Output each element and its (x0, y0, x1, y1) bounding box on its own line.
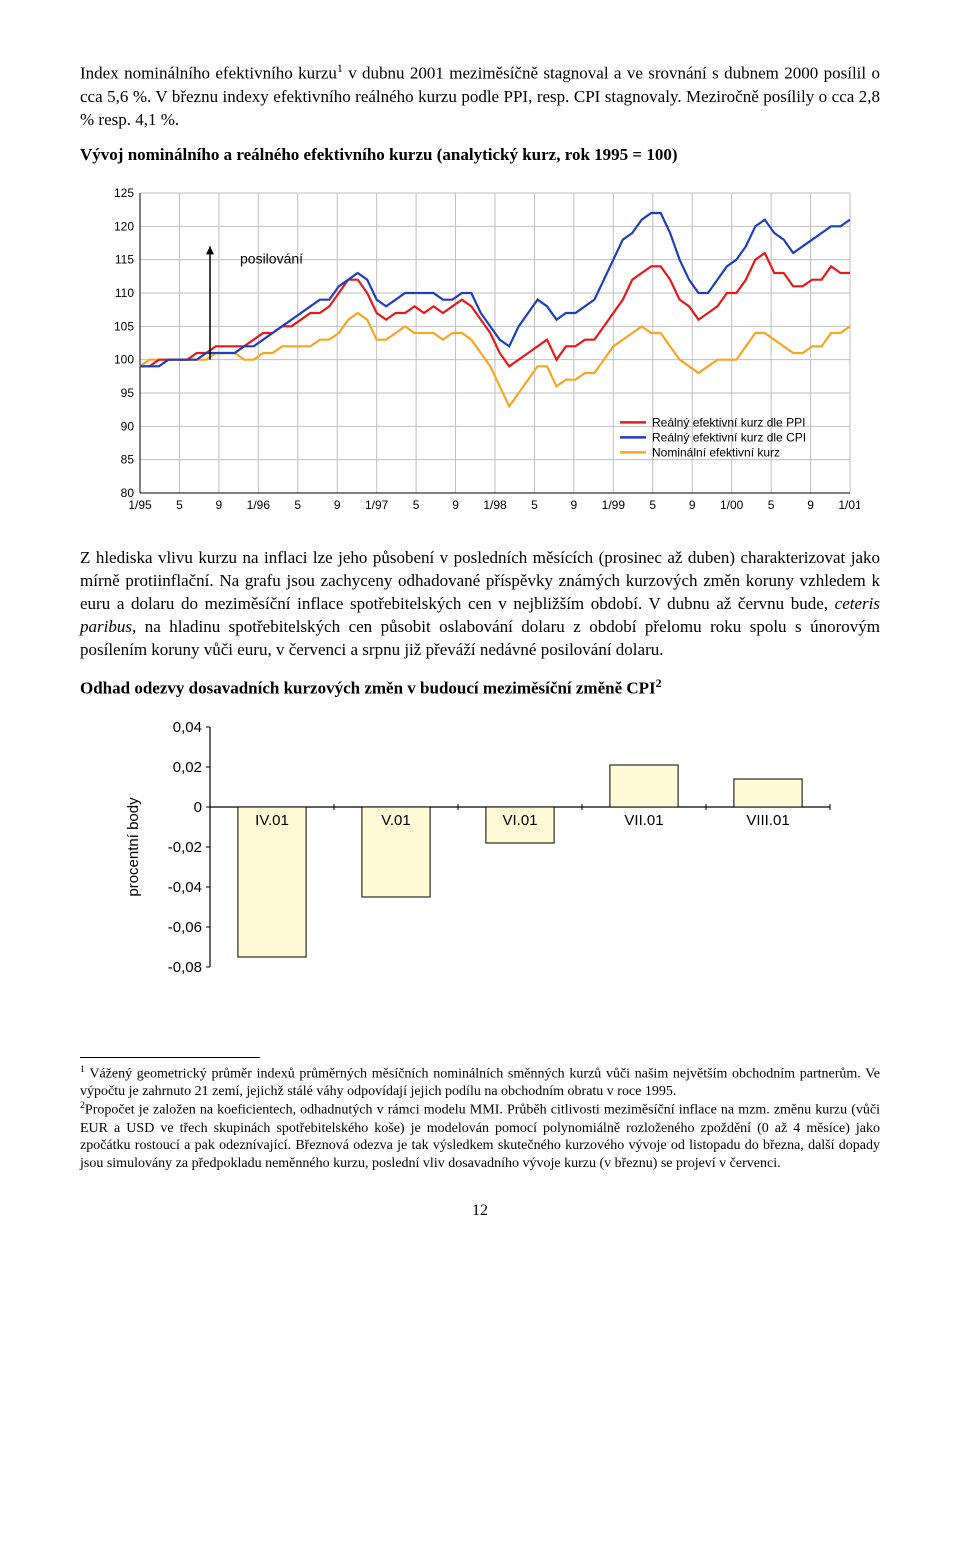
svg-text:115: 115 (115, 253, 134, 267)
svg-text:9: 9 (452, 498, 459, 512)
svg-text:Reálný efektivní kurz dle PPI: Reálný efektivní kurz dle PPI (652, 416, 805, 430)
svg-text:-0,06: -0,06 (168, 919, 202, 936)
exchange-rate-line-chart: 808590951001051101151201251/95591/96591/… (100, 183, 860, 523)
svg-text:1/01: 1/01 (838, 498, 860, 512)
svg-text:1/95: 1/95 (128, 498, 152, 512)
svg-text:0,02: 0,02 (173, 759, 202, 776)
svg-text:1/98: 1/98 (483, 498, 507, 512)
chart1-title: Vývoj nominálního a reálného efektivního… (80, 145, 880, 165)
intro-paragraph: Index nominálního efektivního kurzu1 v d… (80, 60, 880, 131)
intro-text-a: Index nominálního efektivního kurzu (80, 64, 337, 83)
svg-text:0,04: 0,04 (173, 719, 202, 736)
footnote-ref-2: 2 (656, 676, 662, 690)
svg-text:V.01: V.01 (381, 812, 410, 829)
svg-text:procentní body: procentní body (125, 797, 142, 897)
svg-text:100: 100 (114, 353, 134, 367)
svg-text:9: 9 (807, 498, 814, 512)
svg-text:5: 5 (413, 498, 420, 512)
svg-text:5: 5 (176, 498, 183, 512)
svg-text:1/00: 1/00 (720, 498, 744, 512)
svg-text:85: 85 (121, 453, 135, 467)
svg-text:90: 90 (121, 420, 135, 434)
analysis-paragraph: Z hlediska vlivu kurzu na inflaci lze je… (80, 547, 880, 662)
svg-text:9: 9 (571, 498, 578, 512)
svg-text:125: 125 (114, 186, 134, 200)
svg-text:VIII.01: VIII.01 (746, 812, 789, 829)
svg-text:9: 9 (216, 498, 223, 512)
svg-text:VI.01: VI.01 (502, 812, 537, 829)
svg-text:110: 110 (115, 286, 134, 300)
footnote-separator (80, 1057, 260, 1058)
svg-text:VII.01: VII.01 (624, 812, 663, 829)
svg-text:0: 0 (194, 799, 202, 816)
svg-text:1/97: 1/97 (365, 498, 389, 512)
footnote-2: 2Propočet je založen na koeficientech, o… (80, 1100, 880, 1172)
footnote-1: 1 Vážený geometrický průměr indexů průmě… (80, 1064, 880, 1101)
svg-text:95: 95 (121, 386, 135, 400)
chart2-title: Odhad odezvy dosavadních kurzových změn … (80, 676, 880, 699)
svg-text:1/99: 1/99 (602, 498, 626, 512)
svg-text:5: 5 (649, 498, 656, 512)
footnote-2-text: Propočet je založen na koeficientech, od… (80, 1103, 880, 1171)
svg-text:5: 5 (294, 498, 301, 512)
chart2-title-text: Odhad odezvy dosavadních kurzových změn … (80, 679, 656, 698)
svg-text:-0,08: -0,08 (168, 959, 202, 976)
svg-text:5: 5 (531, 498, 538, 512)
footnotes-block: 1 Vážený geometrický průměr indexů průmě… (80, 1064, 880, 1172)
svg-text:9: 9 (334, 498, 341, 512)
svg-text:Nominální efektivní kurz: Nominální efektivní kurz (652, 446, 780, 460)
svg-text:IV.01: IV.01 (255, 812, 289, 829)
svg-text:120: 120 (114, 220, 134, 234)
line-chart-container: 808590951001051101151201251/95591/96591/… (80, 183, 880, 523)
footnote-1-text: Vážený geometrický průměr indexů průměrn… (80, 1066, 880, 1099)
svg-text:-0,02: -0,02 (168, 839, 202, 856)
svg-text:-0,04: -0,04 (168, 879, 202, 896)
bar-chart-container: 0,04 0,02 0 -0,02 -0,04 -0,06 -0,08 procentní b… (80, 717, 880, 977)
svg-text:9: 9 (689, 498, 696, 512)
page-number: 12 (80, 1202, 880, 1220)
cpi-response-bar-chart: 0,04 0,02 0 -0,02 -0,04 -0,06 -0,08 procentní b… (120, 717, 840, 977)
svg-text:105: 105 (114, 320, 134, 334)
svg-text:posilování: posilování (240, 251, 303, 267)
svg-text:1/96: 1/96 (247, 498, 271, 512)
svg-text:Reálný efektivní kurz dle CPI: Reálný efektivní kurz dle CPI (652, 431, 806, 445)
svg-text:5: 5 (768, 498, 775, 512)
